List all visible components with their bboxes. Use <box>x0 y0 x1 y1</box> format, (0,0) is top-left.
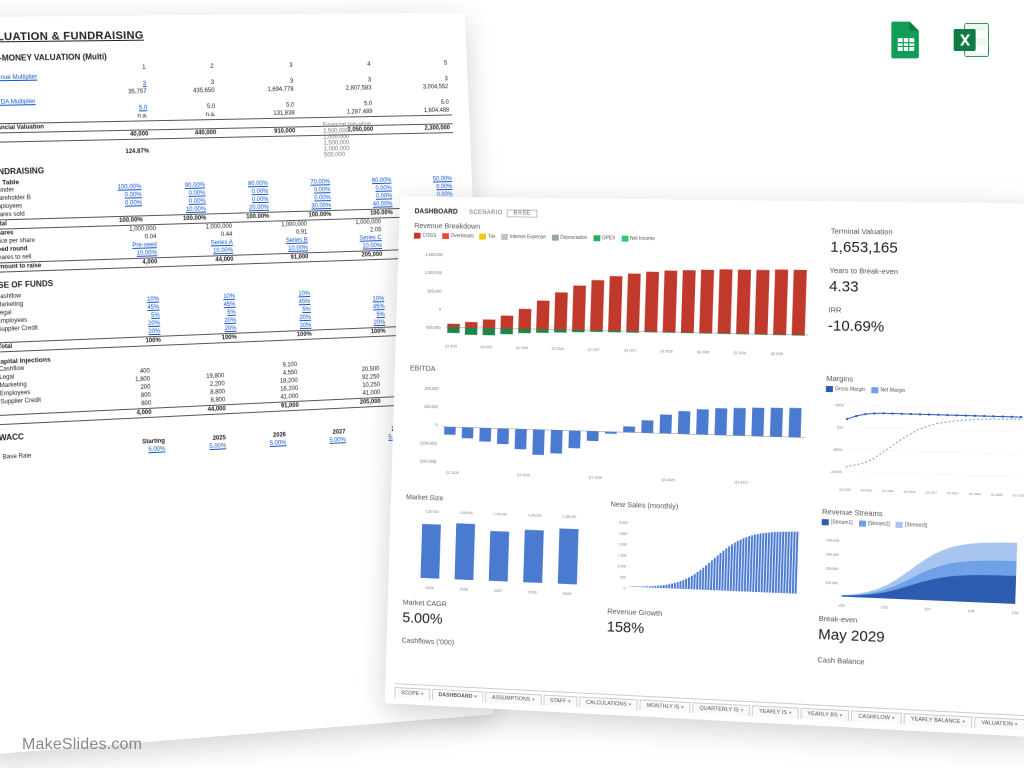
svg-text:Q1 2027: Q1 2027 <box>588 348 601 352</box>
new-sales-chart: New Sales (monthly) 3,0002,5002,0001,500… <box>607 499 809 644</box>
tab-valuation[interactable]: VALUATION▾ <box>974 717 1024 731</box>
svg-text:1,260,000: 1,260,000 <box>562 514 576 519</box>
svg-text:Q3 2026: Q3 2026 <box>552 347 565 351</box>
svg-text:50%: 50% <box>835 402 844 407</box>
svg-text:(100,000): (100,000) <box>420 440 437 446</box>
app-icons <box>884 18 994 62</box>
svg-text:Q3 2027: Q3 2027 <box>624 349 637 353</box>
tab-cashflow[interactable]: CASHFLOW▾ <box>851 710 902 724</box>
svg-text:-50%: -50% <box>833 446 843 451</box>
svg-text:0: 0 <box>439 307 442 312</box>
svg-text:2026: 2026 <box>459 586 468 591</box>
sheet-title: VALUATION & FUNDRAISING <box>0 26 449 43</box>
svg-text:500,000: 500,000 <box>427 288 442 293</box>
svg-text:1,140,000: 1,140,000 <box>493 512 507 517</box>
svg-text:Q3 2028: Q3 2028 <box>991 492 1003 497</box>
svg-text:Q1 2025: Q1 2025 <box>445 344 457 348</box>
ebitda-chart: EBITDA 200,000100,0000(100,000)(200,000)… <box>406 363 812 496</box>
svg-text:Q1 2026: Q1 2026 <box>882 489 894 494</box>
svg-text:Q1 2028: Q1 2028 <box>660 349 673 353</box>
svg-text:200,000: 200,000 <box>826 566 839 571</box>
svg-text:Q1 2027: Q1 2027 <box>734 480 748 485</box>
revenue-streams-chart: Revenue Streams [Stream1][Stream2][Strea… <box>818 507 1024 654</box>
svg-text:100,000: 100,000 <box>825 581 838 586</box>
svg-text:Q3 2025: Q3 2025 <box>480 345 492 349</box>
tab-calculations[interactable]: CALCULATIONS▾ <box>579 696 638 710</box>
dashboard-spreadsheet: DASHBOARD SCENARIO BASE Revenue Breakdow… <box>385 196 1024 737</box>
svg-text:(200,000): (200,000) <box>420 458 437 464</box>
margins-chart: Margins Gross MarginNet Margin 50%0%-50%… <box>823 374 1024 504</box>
svg-text:Q1 2029: Q1 2029 <box>1013 493 1024 498</box>
irr-value: -10.69% <box>828 317 1024 339</box>
tab-yearly-balance[interactable]: YEARLY BALANCE▾ <box>903 713 972 728</box>
revenue-breakdown-chart: Revenue Breakdown COGSOverheadsTaxIntere… <box>410 221 817 363</box>
tab-staff[interactable]: STAFF▾ <box>543 695 578 708</box>
fin-val-mini-chart: Financial Valuation 2,500,000 2,000,000 … <box>323 120 458 158</box>
terminal-valuation-value: 1,653,165 <box>830 239 1024 259</box>
cash-balance-label: Cash Balance <box>817 655 1021 677</box>
watermark: MakeSlides.com <box>22 736 142 754</box>
svg-text:2,500: 2,500 <box>619 531 628 535</box>
tab-yearly-is[interactable]: YEARLY IS▾ <box>752 705 799 718</box>
svg-text:1,500: 1,500 <box>618 553 627 557</box>
svg-text:Q1 2026: Q1 2026 <box>588 475 602 479</box>
tab-scope[interactable]: SCOPE▾ <box>394 687 430 700</box>
svg-text:100,000: 100,000 <box>424 404 439 409</box>
svg-text:0: 0 <box>624 586 626 590</box>
tab-dashboard[interactable]: DASHBOARD▾ <box>432 689 484 702</box>
svg-text:1/27: 1/27 <box>924 607 931 611</box>
google-sheets-icon <box>884 18 928 62</box>
svg-text:200,000: 200,000 <box>424 386 439 391</box>
svg-text:Q3 2025: Q3 2025 <box>861 488 873 493</box>
svg-text:Q3 2026: Q3 2026 <box>661 478 675 483</box>
svg-text:0%: 0% <box>837 424 844 429</box>
svg-text:Q1 2025: Q1 2025 <box>446 470 459 474</box>
market-size-chart: Market Size 1,287,00020251,345,00020261,… <box>402 492 597 634</box>
years-breakeven-value: 4.33 <box>829 278 1024 299</box>
svg-text:Q3 2026: Q3 2026 <box>904 489 916 494</box>
svg-text:1,345,000: 1,345,000 <box>459 511 473 515</box>
sheet-tabs: SCOPE▾DASHBOARD▾ASSUMPTIONS▾STAFF▾CALCUL… <box>394 683 1024 730</box>
svg-text:1,500,000: 1,500,000 <box>425 252 443 257</box>
svg-text:3,000: 3,000 <box>619 520 628 524</box>
svg-text:Q3 2025: Q3 2025 <box>517 473 530 477</box>
svg-text:Q3 2029: Q3 2029 <box>771 352 784 356</box>
excel-icon <box>950 18 994 62</box>
svg-text:2029: 2029 <box>563 591 572 596</box>
tab-yearly-bs[interactable]: YEARLY BS▾ <box>800 708 849 722</box>
svg-text:2028: 2028 <box>528 589 537 594</box>
svg-text:Q3 2027: Q3 2027 <box>809 482 812 487</box>
svg-text:0: 0 <box>435 422 438 427</box>
dashboard-label: DASHBOARD <box>415 208 458 215</box>
svg-text:1,200,000: 1,200,000 <box>528 513 542 518</box>
svg-text:Q3 2027: Q3 2027 <box>947 491 959 496</box>
svg-text:400,000: 400,000 <box>827 538 840 543</box>
tab-monthly-is[interactable]: MONTHLY IS▾ <box>640 700 691 714</box>
svg-text:Q1 2028: Q1 2028 <box>969 492 981 497</box>
svg-text:1/28: 1/28 <box>968 609 975 613</box>
svg-text:1/29: 1/29 <box>1011 611 1018 615</box>
tab-assumptions[interactable]: ASSUMPTIONS▾ <box>485 692 541 706</box>
svg-text:Q1 2027: Q1 2027 <box>925 490 937 495</box>
svg-text:500: 500 <box>620 575 626 579</box>
svg-text:1/25: 1/25 <box>838 603 845 607</box>
svg-text:2,000: 2,000 <box>618 542 627 546</box>
svg-text:1,000: 1,000 <box>618 564 627 568</box>
svg-text:-100%: -100% <box>830 469 842 475</box>
tab-quarterly-is[interactable]: QUARTERLY IS▾ <box>692 702 750 716</box>
svg-text:Q1 2026: Q1 2026 <box>516 346 528 350</box>
svg-text:1,000,000: 1,000,000 <box>425 270 443 275</box>
svg-text:Q1 2029: Q1 2029 <box>734 351 747 355</box>
svg-text:2027: 2027 <box>494 588 503 593</box>
svg-text:Q1 2025: Q1 2025 <box>839 487 851 492</box>
svg-text:1/26: 1/26 <box>881 605 888 609</box>
svg-text:-500,000: -500,000 <box>425 325 441 330</box>
svg-text:1,287,000: 1,287,000 <box>425 509 439 513</box>
svg-text:300,000: 300,000 <box>826 552 839 557</box>
svg-text:2025: 2025 <box>425 585 434 590</box>
kpi-column: Terminal Valuation1,653,165 Years to Bre… <box>827 226 1024 368</box>
svg-text:Q3 2028: Q3 2028 <box>697 350 710 354</box>
